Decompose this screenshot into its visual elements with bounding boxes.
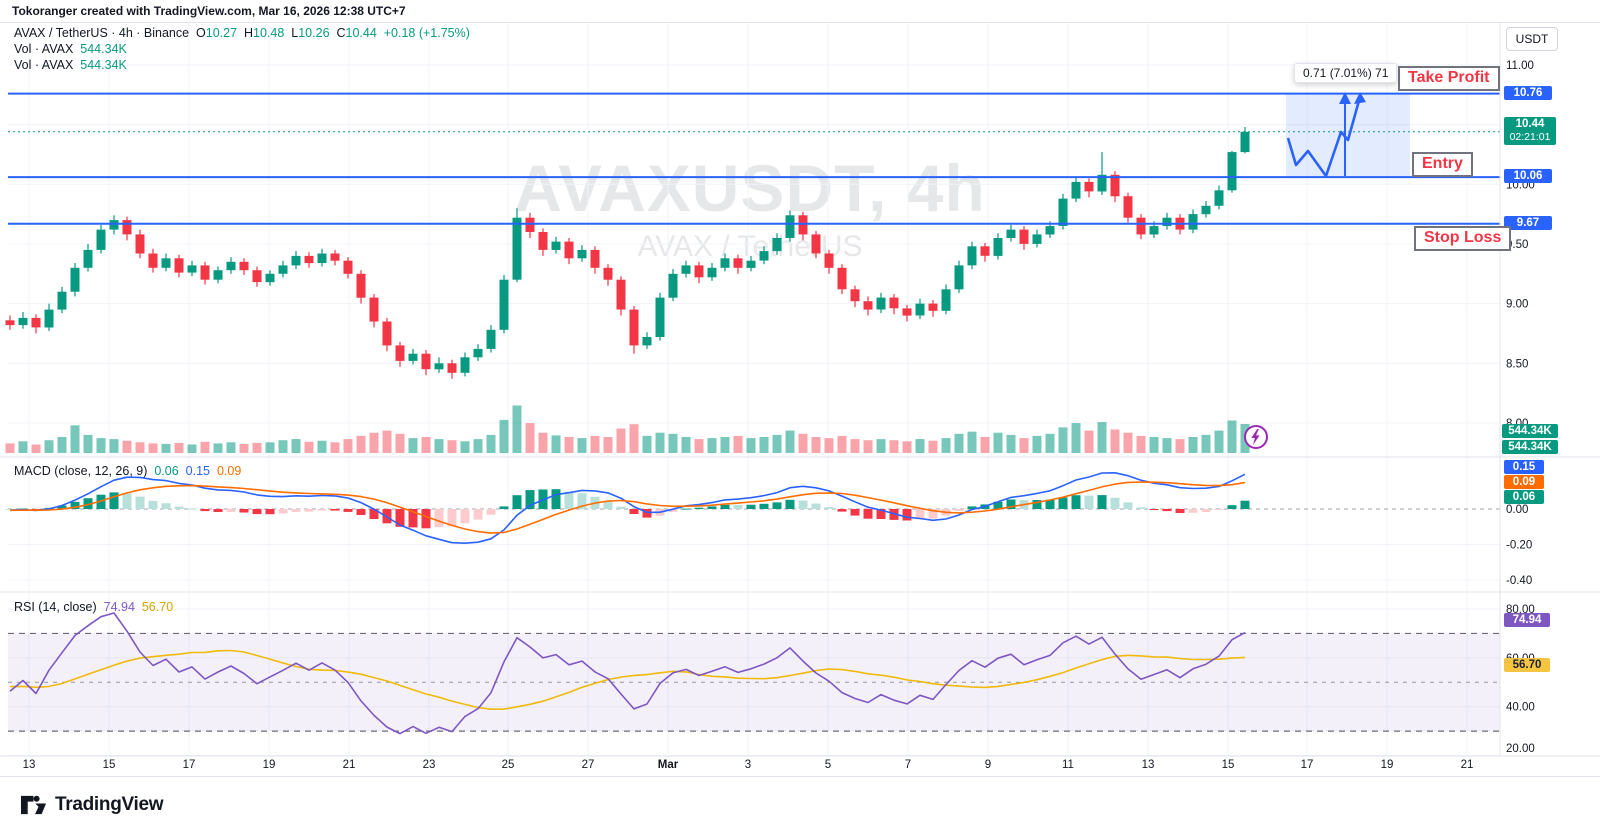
currency-unit-button[interactable]: USDT (1506, 27, 1558, 51)
ohlc-high-label: H (244, 26, 254, 40)
volume-legend-label: Vol · AVAX (14, 42, 74, 56)
volume-pill-2: 544.34K (1502, 440, 1558, 454)
svg-text:15: 15 (103, 759, 116, 771)
svg-text:17: 17 (183, 759, 196, 771)
rsi-ma-value: 56.70 (141, 600, 174, 614)
svg-text:19: 19 (1381, 759, 1394, 771)
svg-text:9.00: 9.00 (1506, 299, 1528, 311)
ohlc-low-label: L (291, 26, 299, 40)
rsi-value: 74.94 (103, 600, 135, 614)
entry-label[interactable]: Entry (1412, 152, 1473, 177)
macd-lines (9, 472, 1246, 544)
candlesticks (5, 127, 1250, 379)
volume-legend-value: 544.34K (80, 42, 127, 56)
lightning-bolt-icon (1251, 429, 1260, 445)
svg-text:27: 27 (582, 759, 595, 771)
last-price-value: 10.44 (1515, 118, 1545, 130)
rsi-ma-pill: 56.70 (1504, 658, 1550, 672)
main-chart-svg: 11.0010.5010.009.509.008.508.000.00-0.20… (0, 22, 1600, 771)
tradingview-logo-icon (20, 795, 47, 815)
symbol-title: AVAX / TetherUS · 4h · Binance (14, 26, 190, 40)
svg-text:15: 15 (1222, 759, 1235, 771)
bar-countdown: 02:21:01 (1509, 131, 1551, 143)
ohlc-change-value: +0.18 (+1.75%) (383, 26, 470, 40)
svg-text:0.00: 0.00 (1506, 504, 1528, 516)
ohlc-open-value: 10.27 (205, 26, 238, 40)
measure-tooltip: 0.71 (7.01%) 71 (1294, 63, 1398, 83)
trade-level-lines[interactable] (8, 92, 1500, 225)
svg-text:11: 11 (1062, 759, 1074, 771)
svg-text:40.00: 40.00 (1506, 702, 1535, 714)
ohlc-open-label: O (196, 26, 206, 40)
svg-text:3: 3 (745, 759, 751, 771)
svg-text:19: 19 (263, 759, 276, 771)
rsi-band (8, 633, 1500, 732)
take-profit-label[interactable]: Take Profit (1398, 66, 1500, 91)
volume-legend-row-2[interactable]: Vol · AVAX 544.34K (14, 58, 127, 72)
time-axis-labels: 13 15 17 19 21 23 25 27 Mar 3 5 7 9 11 13 15 17 19 21 (23, 759, 1474, 771)
svg-text:11.00: 11.00 (1506, 60, 1534, 72)
svg-text:13: 13 (23, 759, 36, 771)
svg-text:21: 21 (1461, 759, 1474, 771)
flash-icon[interactable] (1244, 425, 1268, 449)
macd-line-pill: 0.15 (1504, 460, 1544, 474)
svg-text:5: 5 (825, 759, 831, 771)
price-axis-labels: 11.0010.5010.009.509.008.508.000.00-0.20… (1506, 60, 1535, 755)
svg-text:23: 23 (423, 759, 436, 771)
header-note: Tokoranger created with TradingView.com,… (12, 4, 406, 18)
rsi-title: RSI (14, close) (14, 600, 97, 614)
volume-bars (5, 405, 1250, 453)
macd-hist-pill: 0.06 (1504, 490, 1544, 504)
svg-text:17: 17 (1301, 759, 1314, 771)
volume-legend-row[interactable]: Vol · AVAX 544.34K (14, 42, 127, 56)
svg-text:9.50: 9.50 (1506, 239, 1528, 251)
svg-text:13: 13 (1142, 759, 1155, 771)
stop-loss-price-pill: 9.67 (1504, 216, 1552, 230)
take-profit-price-pill: 10.76 (1504, 86, 1552, 100)
tradingview-brand-text: TradingView (55, 793, 164, 815)
macd-line-value: 0.15 (185, 464, 210, 478)
ohlc-high-value: 10.48 (253, 26, 285, 40)
ohlc-close-label: C (336, 26, 346, 40)
svg-text:9: 9 (985, 759, 991, 771)
rsi-pill: 74.94 (1504, 613, 1550, 627)
ohlc-low-value: 10.26 (298, 26, 330, 40)
svg-text:-0.40: -0.40 (1506, 575, 1532, 587)
macd-legend-row[interactable]: MACD (close, 12, 26, 9) 0.06 0.15 0.09 (14, 464, 241, 478)
projection-drawing[interactable] (1286, 92, 1410, 178)
last-price-pill: 10.44 02:21:01 (1504, 117, 1556, 145)
svg-text:21: 21 (343, 759, 356, 771)
volume-pill: 544.34K (1502, 424, 1558, 438)
rsi-lines (9, 612, 1246, 735)
symbol-legend-row[interactable]: AVAX / TetherUS · 4h · Binance O10.27 H1… (14, 26, 470, 40)
rsi-legend-row[interactable]: RSI (14, close) 74.94 56.70 (14, 600, 173, 614)
macd-hist-value: 0.06 (154, 464, 179, 478)
svg-text:25: 25 (502, 759, 515, 771)
stop-loss-label[interactable]: Stop Loss (1414, 226, 1512, 251)
tradingview-logo[interactable]: TradingView (20, 791, 164, 818)
svg-text:7: 7 (905, 759, 911, 771)
svg-text:-0.20: -0.20 (1506, 540, 1532, 552)
svg-text:8.50: 8.50 (1506, 358, 1528, 370)
footer-bar: TradingView (0, 776, 1600, 832)
macd-title: MACD (close, 12, 26, 9) (14, 464, 148, 478)
entry-price-pill: 10.06 (1504, 169, 1552, 183)
svg-text:Mar: Mar (658, 759, 679, 771)
volume-legend-value-2: 544.34K (80, 58, 127, 72)
macd-signal-pill: 0.09 (1504, 475, 1544, 489)
macd-signal-value: 0.09 (216, 464, 242, 478)
pane-separators (0, 22, 1600, 757)
svg-text:20.00: 20.00 (1506, 743, 1535, 755)
volume-legend-label-2: Vol · AVAX (14, 58, 74, 72)
header-bar: Tokoranger created with TradingView.com,… (0, 0, 1600, 23)
ohlc-close-value: 10.44 (345, 26, 377, 40)
